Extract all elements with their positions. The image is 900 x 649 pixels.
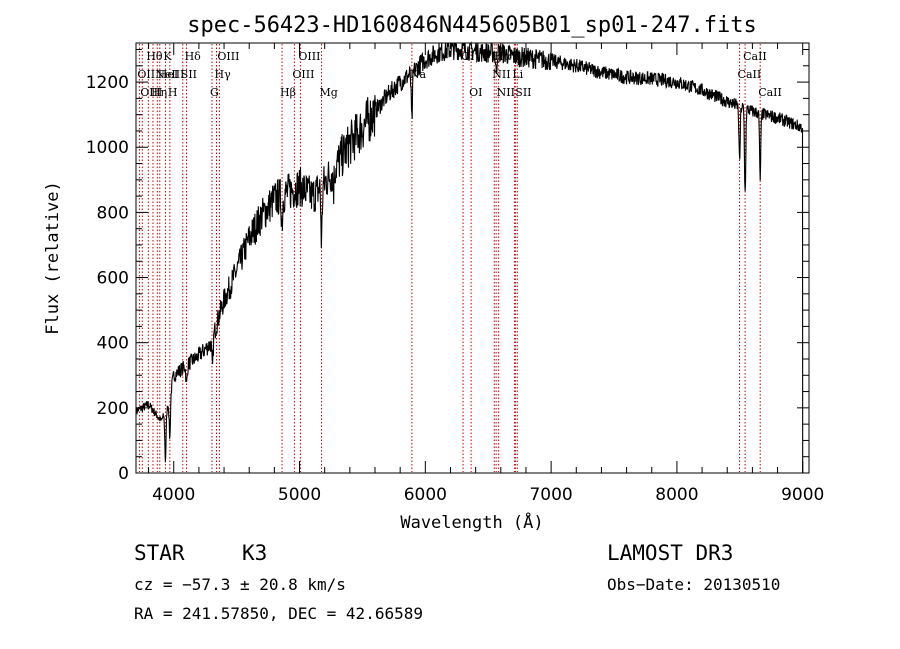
spectral-line-label: Hδ: [185, 50, 202, 63]
spectral-line-label: OIII: [217, 50, 239, 63]
spectral-line-label: G: [210, 86, 219, 99]
object-subclass: K3: [242, 541, 267, 565]
y-tick-label: 600: [97, 269, 129, 289]
spectral-line-label: OI: [469, 86, 482, 99]
x-tick-label: 5000: [278, 485, 321, 505]
spectral-line-label: CaII: [758, 86, 782, 99]
y-tick-label: 400: [97, 334, 129, 354]
y-tick-label: 1000: [86, 138, 129, 158]
x-tick-label: 9000: [781, 485, 824, 505]
spectral-line-label: Hβ: [280, 86, 296, 99]
y-axis-label: Flux (relative): [43, 181, 63, 335]
x-tick-label: 6000: [404, 485, 447, 505]
spectral-line-label: SII: [515, 86, 531, 99]
y-axis-ticks: 0 200 400 600 800 1000 1200: [86, 49, 809, 484]
spectral-line-label: SII: [181, 68, 197, 81]
chart-title: spec-56423-HD160846N445605B01_sp01-247.f…: [187, 13, 757, 38]
spectral-line-label: OIII: [140, 86, 162, 99]
spectral-line-label: CaII: [743, 50, 767, 63]
spectral-line-label: NII: [497, 86, 515, 99]
x-tick-label: 4000: [152, 485, 195, 505]
spectral-lines: [138, 44, 761, 472]
plot-frame: [135, 42, 810, 474]
y-tick-label: 1200: [86, 73, 129, 93]
spectral-line-label: Hη: [151, 86, 167, 99]
spectral-line-label: Mg: [320, 86, 338, 99]
y-tick-label: 0: [118, 464, 129, 484]
spectral-line-label: NII: [492, 68, 510, 81]
redshift-readout: cz = −57.3 ± 20.8 km/s: [134, 575, 346, 594]
spectral-line-label: Hθ: [146, 50, 163, 63]
observation-date: Obs−Date: 20130510: [607, 575, 780, 594]
spectrum-trace: [135, 41, 804, 474]
x-tick-label: 8000: [655, 485, 698, 505]
spectral-line-label: Li: [512, 68, 523, 81]
spectral-line-label: OII: [137, 68, 155, 81]
x-tick-label: 7000: [529, 485, 572, 505]
y-tick-label: 800: [97, 203, 129, 223]
spectral-line-label: OIII: [292, 68, 314, 81]
spectral-line-label: HeI: [158, 68, 178, 81]
spectral-line-label: CaII: [738, 68, 762, 81]
spectral-line-label: Hγ: [215, 68, 232, 81]
spectral-line-label: K: [163, 50, 172, 63]
spectral-line-labels: OIIOIIIHθHηNeIIIHeIKHSIIHδGHγOIIIHβOIIIO…: [137, 50, 781, 99]
coordinates-readout: RA = 241.57850, DEC = 42.66589: [134, 604, 423, 623]
object-class: STAR: [134, 541, 185, 565]
spectral-line-label: OIII: [298, 50, 320, 63]
y-tick-label: 200: [97, 399, 129, 419]
x-axis-ticks: 4000 5000 6000 7000 8000 9000: [148, 43, 824, 505]
spectral-line-label: NeIII: [155, 68, 184, 81]
spectral-line-label: H: [168, 86, 178, 99]
survey-name: LAMOST DR3: [607, 541, 733, 565]
x-axis-label: Wavelength (Å): [400, 511, 543, 533]
